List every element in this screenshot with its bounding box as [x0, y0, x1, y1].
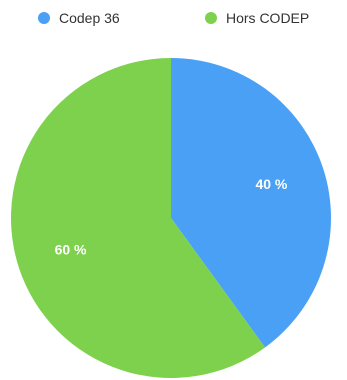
pie-slice-hors-codep[interactable] — [11, 58, 266, 378]
legend-item-hors-codep[interactable]: Hors CODEP — [205, 10, 309, 26]
legend-item-codep-36[interactable]: Codep 36 — [38, 10, 120, 26]
pie-slice-codep-36[interactable] — [171, 58, 332, 348]
pie-labels: 40 % 60 % — [55, 176, 288, 257]
legend-swatch-codep-36 — [38, 12, 50, 24]
pie-slices — [11, 58, 332, 378]
legend-label-codep-36: Codep 36 — [59, 10, 120, 26]
pie-label-codep-36: 40 % — [255, 176, 287, 192]
pie-label-hors-codep: 60 % — [55, 241, 87, 257]
legend: Codep 36 Hors CODEP — [0, 10, 347, 30]
legend-swatch-hors-codep — [205, 12, 217, 24]
legend-label-hors-codep: Hors CODEP — [226, 10, 310, 26]
